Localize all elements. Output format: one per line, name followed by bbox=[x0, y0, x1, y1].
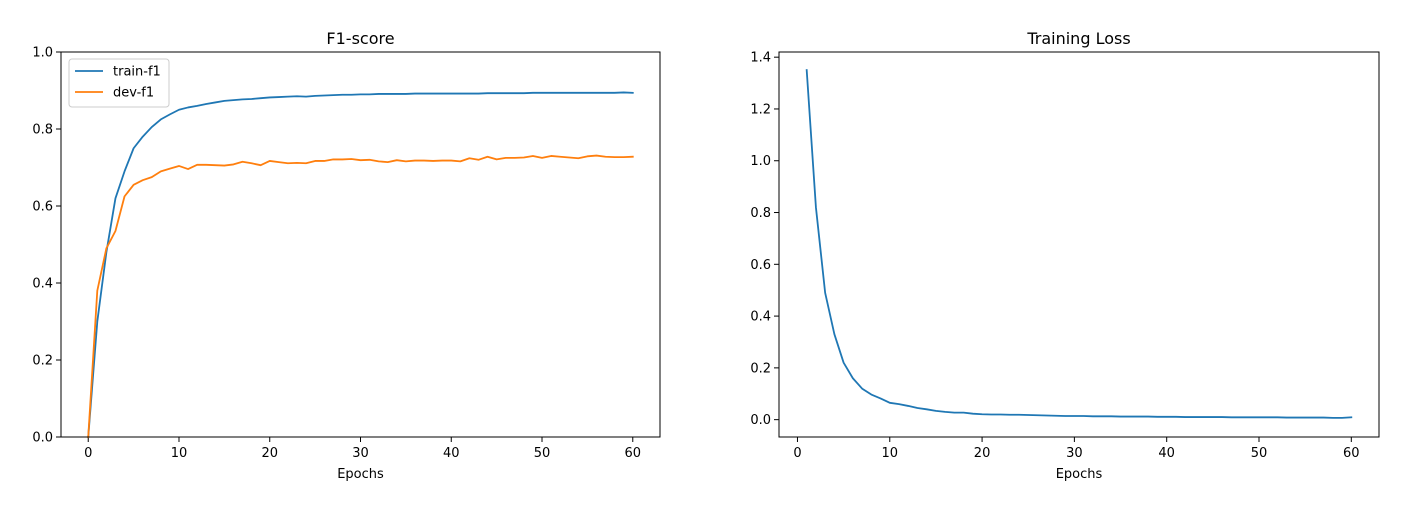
y-tick-label: 0.0 bbox=[750, 413, 771, 428]
y-tick-label: 0.8 bbox=[32, 123, 53, 138]
series-line bbox=[805, 69, 1353, 419]
y-tick-label: 0.2 bbox=[750, 361, 771, 376]
y-tick-label: 1.2 bbox=[750, 102, 771, 117]
training-loss-chart: Training Loss Epochs 0 10 20 30 40 50 60 0.0 0.2… bbox=[750, 29, 1380, 482]
x-tick-label: 60 bbox=[1343, 446, 1360, 461]
x-tick-label: 0 bbox=[793, 446, 801, 461]
series-line-train-f1 bbox=[87, 91, 634, 438]
x-tick-label: 20 bbox=[261, 446, 278, 461]
legend-label: dev-f1 bbox=[113, 86, 154, 101]
y-tick-label: 0.4 bbox=[750, 310, 771, 325]
x-axis-label: Epochs bbox=[337, 467, 384, 482]
f1-score-chart: F1-score Epochs 0 10 20 30 40 50 60 0.0 0.2 0.4 0.… bbox=[32, 29, 661, 482]
x-tick-label: 50 bbox=[1251, 446, 1268, 461]
legend: train-f1 dev-f1 bbox=[68, 58, 170, 108]
y-tick-label: 0.4 bbox=[32, 277, 53, 292]
y-tick-label: 0.0 bbox=[32, 431, 53, 446]
x-tick-label: 40 bbox=[443, 446, 460, 461]
y-tick-label: 0.8 bbox=[750, 206, 771, 221]
series-line-dev-f1 bbox=[87, 154, 634, 438]
chart-title: Training Loss bbox=[1026, 29, 1130, 48]
x-tick-label: 30 bbox=[1066, 446, 1083, 461]
x-axis-label: Epochs bbox=[1056, 467, 1103, 482]
plot-frame bbox=[778, 51, 1380, 438]
y-tick-label: 1.0 bbox=[32, 46, 53, 61]
legend-label: train-f1 bbox=[113, 65, 161, 80]
y-tick-label: 0.6 bbox=[750, 258, 771, 273]
x-tick-label: 60 bbox=[624, 446, 641, 461]
x-tick-label: 30 bbox=[352, 446, 369, 461]
x-tick-label: 10 bbox=[171, 446, 188, 461]
x-tick-label: 50 bbox=[534, 446, 551, 461]
y-tick-label: 1.0 bbox=[750, 154, 771, 169]
y-tick-label: 0.6 bbox=[32, 200, 53, 215]
y-tick-label: 0.2 bbox=[32, 354, 53, 369]
x-tick-label: 0 bbox=[84, 446, 92, 461]
chart-title: F1-score bbox=[326, 29, 394, 48]
plot-frame bbox=[60, 51, 661, 438]
x-tick-label: 40 bbox=[1158, 446, 1175, 461]
x-tick-label: 20 bbox=[974, 446, 991, 461]
y-tick-label: 1.4 bbox=[750, 51, 771, 66]
x-tick-label: 10 bbox=[881, 446, 898, 461]
